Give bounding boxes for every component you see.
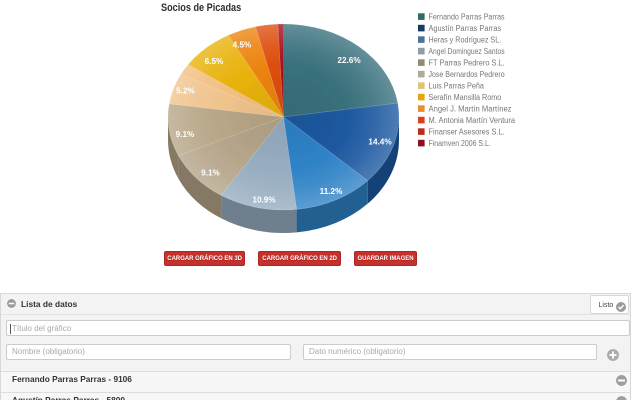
svg-text:6.5%: 6.5% — [205, 57, 224, 66]
svg-text:22.6%: 22.6% — [337, 56, 361, 65]
svg-text:Jose Bernardos Pedrero: Jose Bernardos Pedrero — [429, 70, 506, 79]
svg-text:4.5%: 4.5% — [233, 41, 252, 50]
svg-text:Serafín Mansilla Romo: Serafín Mansilla Romo — [429, 93, 502, 102]
svg-text:11.2%: 11.2% — [320, 187, 343, 196]
svg-text:9.1%: 9.1% — [176, 130, 195, 139]
svg-text:Angel Dominguez Santos: Angel Dominguez Santos — [429, 47, 505, 56]
svg-text:14.4%: 14.4% — [368, 138, 392, 147]
svg-text:Fernando Parras Parras: Fernando Parras Parras — [429, 13, 505, 22]
svg-text:M. Antonia Martín Ventura: M. Antonia Martín Ventura — [429, 116, 516, 125]
svg-text:Finanser Asesores S.L.: Finanser Asesores S.L. — [429, 128, 505, 137]
svg-text:10.9%: 10.9% — [252, 196, 276, 205]
svg-text:Angel J. Martín Martínez: Angel J. Martín Martínez — [429, 105, 512, 114]
svg-text:9.1%: 9.1% — [201, 169, 220, 178]
svg-text:Luis Parras Peña: Luis Parras Peña — [429, 82, 485, 91]
svg-text:Heras y Rodríguez SL.: Heras y Rodríguez SL. — [429, 36, 502, 45]
svg-text:FT Parras Pedrero S.L.: FT Parras Pedrero S.L. — [429, 59, 505, 68]
svg-text:Finamven 2006 S.L.: Finamven 2006 S.L. — [429, 139, 491, 148]
svg-text:5.2%: 5.2% — [176, 87, 195, 96]
svg-text:Agustín Parras Parras: Agustín Parras Parras — [429, 24, 502, 33]
